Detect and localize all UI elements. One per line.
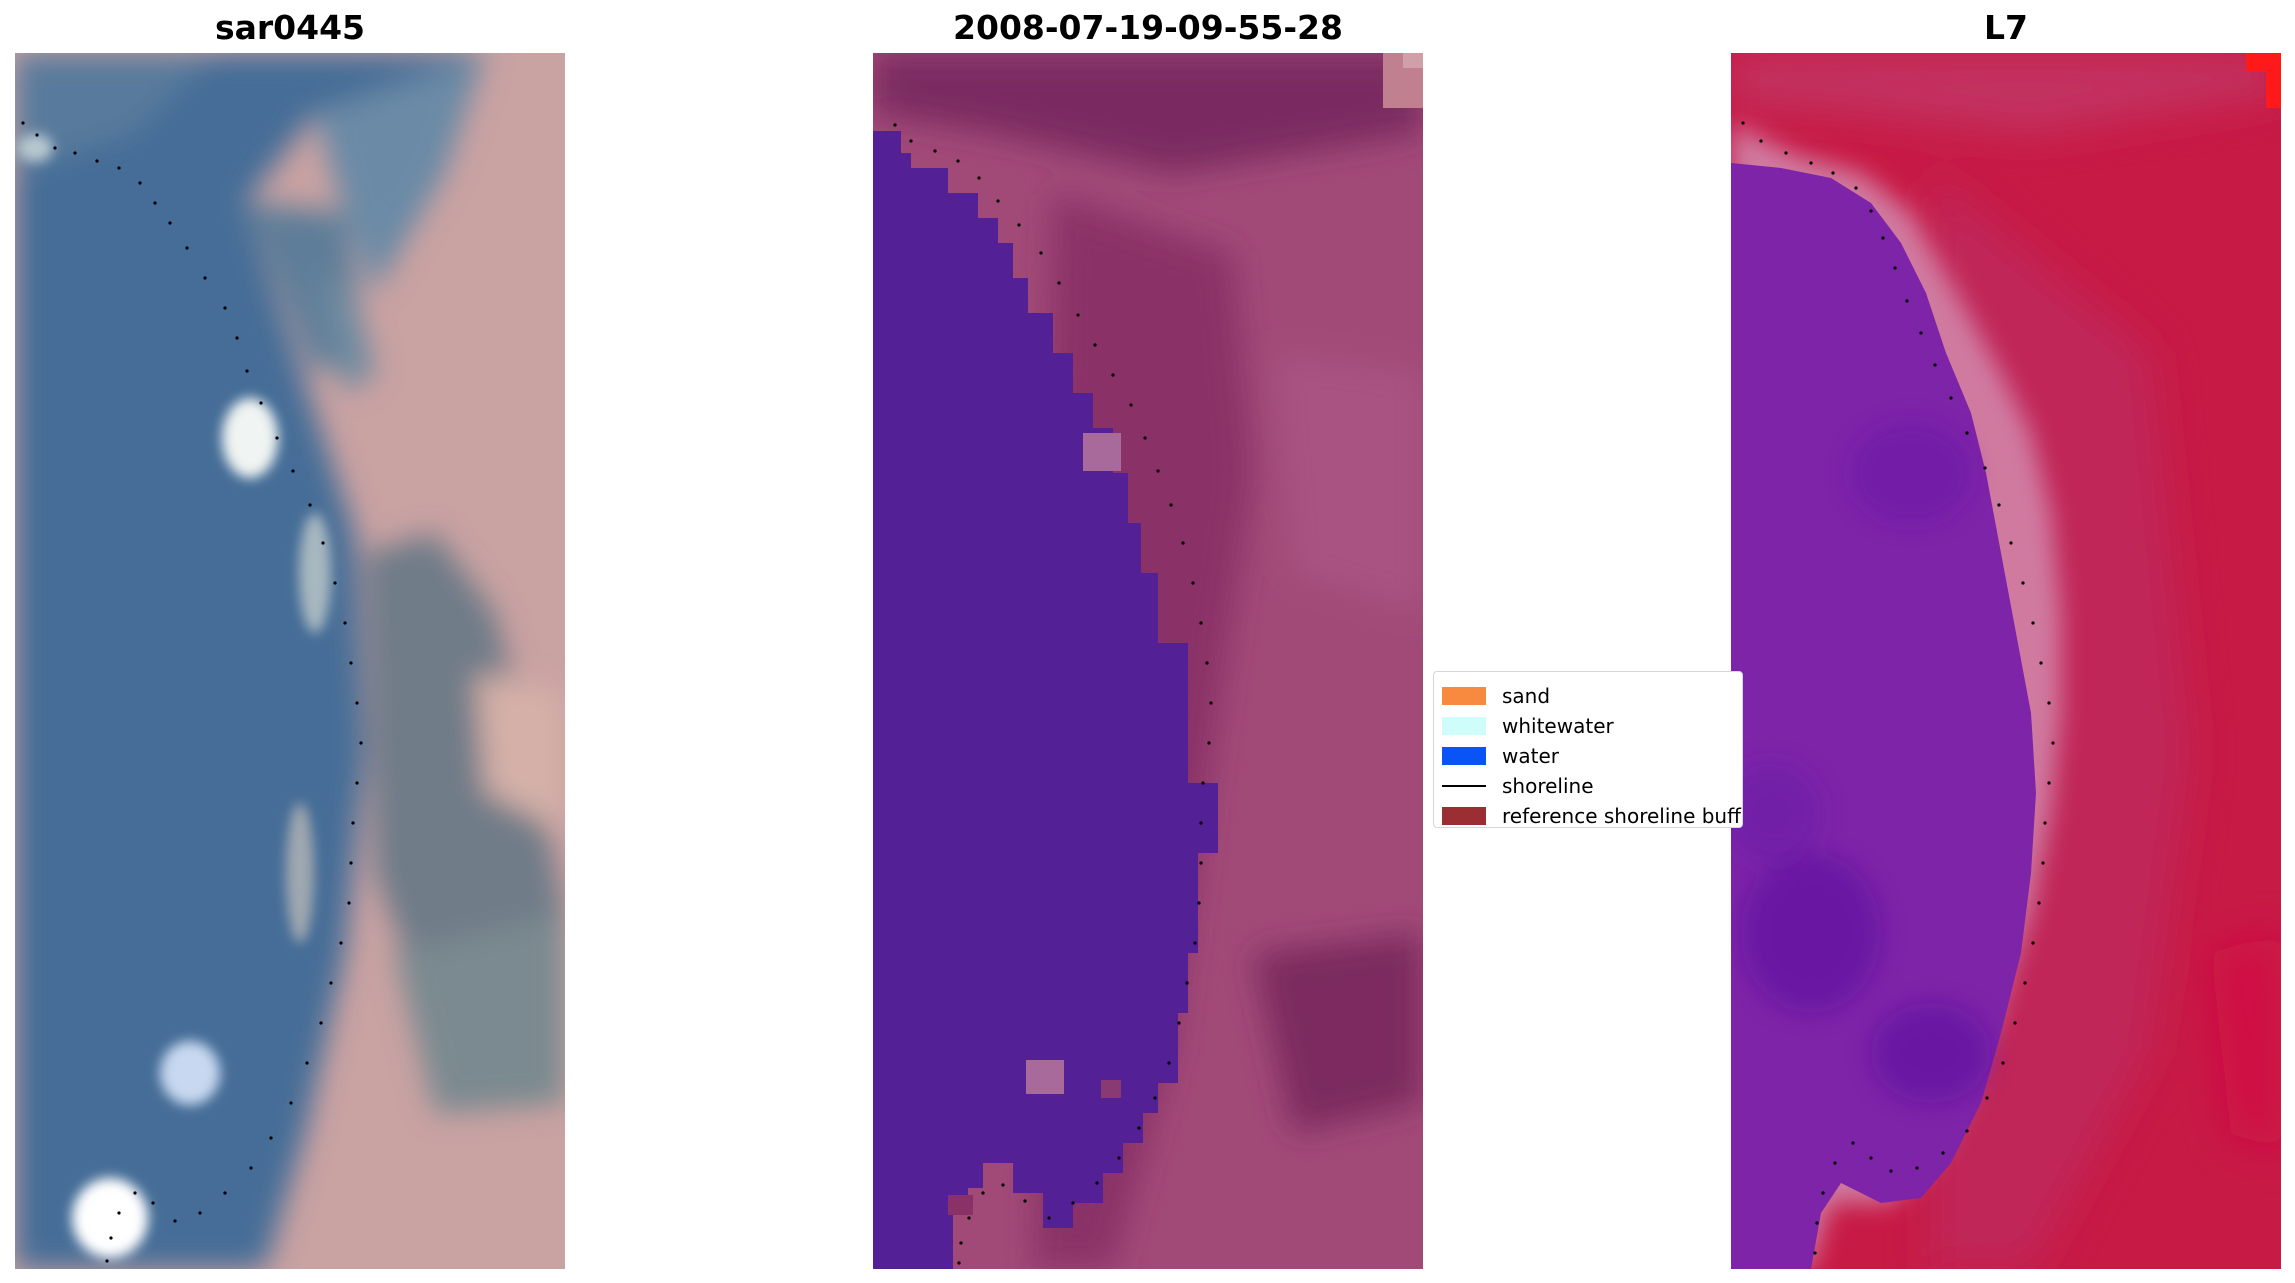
classified-image <box>873 53 1423 1269</box>
shoreline-points-1 <box>21 121 363 1263</box>
legend-label-reference-shoreline-buffer: reference shoreline buffer <box>1502 804 1743 828</box>
reference-buffer-swatch <box>1442 807 1486 825</box>
panel-title-1: sar0445 <box>214 8 366 47</box>
legend-item-water: water <box>1442 742 1559 770</box>
legend: sand whitewater water shoreline referenc… <box>1433 671 1743 828</box>
sand-swatch <box>1442 687 1486 705</box>
index-image <box>1731 53 2281 1269</box>
legend-label-water: water <box>1502 744 1559 768</box>
legend-label-shoreline: shoreline <box>1502 774 1594 798</box>
water-class-region <box>873 131 1218 1269</box>
shoreline-points-3 <box>1741 121 2055 1255</box>
panel-title-3: L7 <box>1984 8 2028 47</box>
rgb-image-panel <box>15 53 565 1269</box>
rgb-image <box>15 53 565 1269</box>
index-image-panel <box>1731 53 2281 1269</box>
panel-title-2: 2008-07-19-09-55-28 <box>953 8 1343 47</box>
classified-image-panel <box>873 53 1423 1269</box>
water-swatch <box>1442 747 1486 765</box>
legend-item-shoreline: shoreline <box>1442 772 1594 800</box>
shoreline-line-swatch <box>1442 784 1486 788</box>
whitewater-swatch <box>1442 717 1486 735</box>
legend-item-sand: sand <box>1442 682 1550 710</box>
legend-label-sand: sand <box>1502 684 1551 708</box>
legend-item-whitewater: whitewater <box>1442 712 1614 740</box>
legend-item-reference-shoreline-buffer: reference shoreline buffer <box>1442 802 1743 828</box>
legend-label-whitewater: whitewater <box>1502 714 1614 738</box>
shoreline-points-2 <box>893 123 1213 1265</box>
